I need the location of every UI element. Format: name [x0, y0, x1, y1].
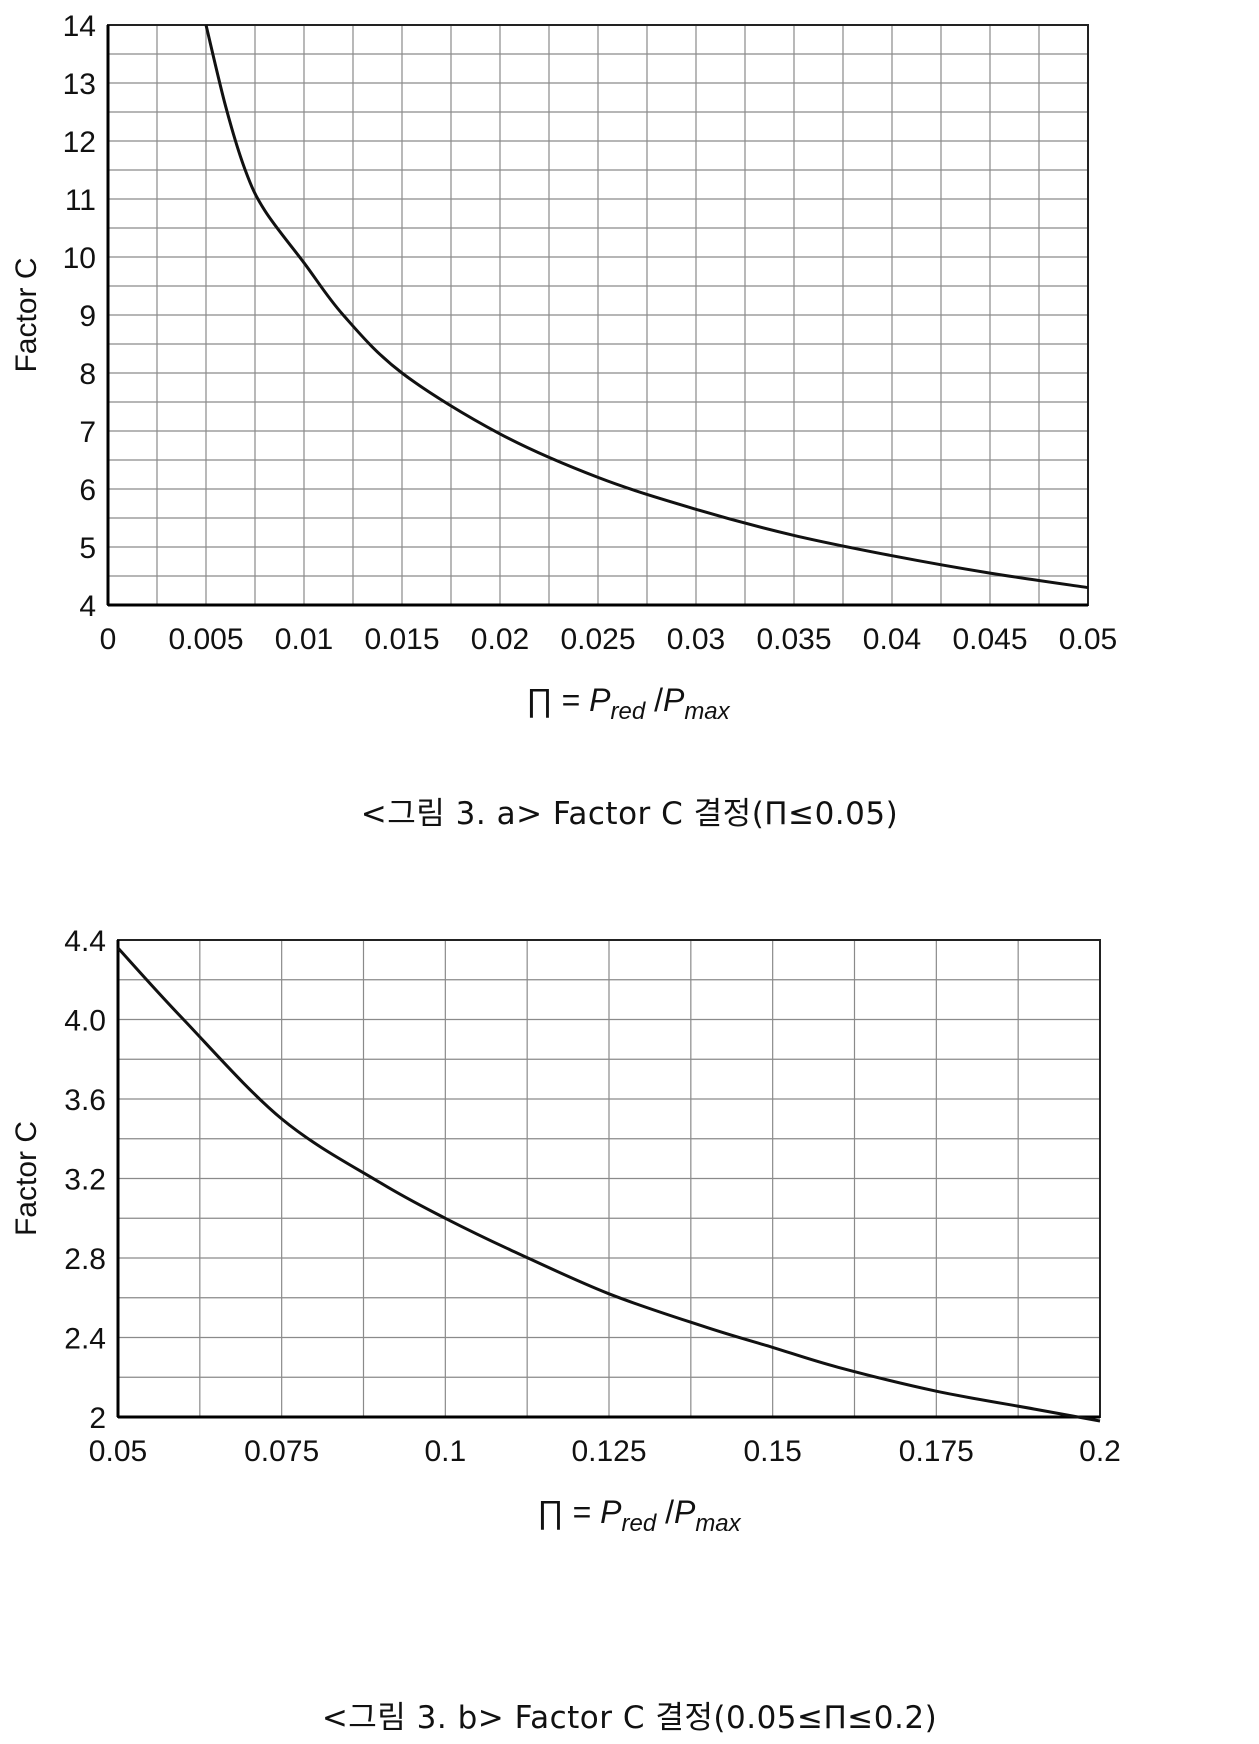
x-tick-label: 0.03: [667, 623, 725, 656]
chart-a-caption: <그림 3. a> Factor C 결정(Π≤0.05): [360, 796, 899, 832]
y-tick-label: 4.4: [64, 925, 106, 958]
grid: [117, 939, 1101, 1418]
x-tick-label: 0.02: [471, 623, 529, 656]
x-tick-label: 0.125: [571, 1435, 646, 1468]
y-tick-label: 7: [79, 416, 96, 449]
y-axis-label: Factor C: [10, 257, 43, 372]
series-line: [204, 24, 1089, 590]
x-tick-label: 0.01: [275, 623, 333, 656]
x-tick-label: 0.075: [244, 1435, 319, 1468]
series-line: [116, 946, 1101, 1423]
x-tick-label: 0.2: [1079, 1435, 1121, 1468]
x-tick-label: 0.05: [89, 1435, 147, 1468]
x-axis-label: ∏ = Pred /Pmax: [537, 1494, 741, 1537]
x-axis-label: ∏ = Pred /Pmax: [526, 682, 730, 725]
chart-b-plot: 2 2.4 2.8 3.2 3.6 4.0 4.4 0.05 0.075 0.1 0.125 0.15…: [10, 925, 1121, 1537]
grid: [107, 24, 1089, 606]
y-tick-label: 13: [63, 68, 96, 101]
y-tick-label: 2.8: [64, 1243, 106, 1276]
y-tick-label: 11: [65, 184, 96, 217]
chart-a-plot: 4 5 6 7 8 9 10 11 12 13 14 0 0.005 0.01 0.015 0.02 0.025…: [10, 10, 1117, 725]
chart-a: 4 5 6 7 8 9 10 11 12 13 14 0 0.005 0.01 0.015 0.02 0.025…: [0, 0, 1259, 860]
y-tick-label: 2: [89, 1402, 106, 1435]
chart-b-caption: <그림 3. b> Factor C 결정(0.05≤Π≤0.2): [321, 1700, 938, 1736]
x-tick-label: 0.175: [899, 1435, 974, 1468]
x-tick-label: 0.025: [560, 623, 635, 656]
y-tick-label: 4.0: [64, 1005, 106, 1038]
y-tick-label: 9: [79, 300, 96, 333]
y-tick-label: 12: [63, 126, 96, 159]
x-tick-label: 0.05: [1059, 623, 1117, 656]
y-axis-label: Factor C: [10, 1121, 43, 1236]
y-tick-label: 6: [79, 474, 96, 507]
x-tick-label: 0.015: [364, 623, 439, 656]
x-tick-label: 0: [100, 623, 117, 656]
y-tick-label: 2.4: [64, 1323, 106, 1356]
y-tick-label: 14: [63, 10, 96, 43]
x-tick-label: 0.035: [756, 623, 831, 656]
x-tick-label: 0.005: [168, 623, 243, 656]
y-tick-label: 4: [79, 590, 96, 623]
x-tick-label: 0.15: [743, 1435, 801, 1468]
y-tick-label: 3.2: [64, 1164, 106, 1197]
y-tick-label: 8: [79, 358, 96, 391]
y-tick-label: 3.6: [64, 1084, 106, 1117]
x-tick-label: 0.04: [863, 623, 921, 656]
chart-b: 2 2.4 2.8 3.2 3.6 4.0 4.4 0.05 0.075 0.1 0.125 0.15…: [0, 900, 1259, 1744]
x-tick-label: 0.045: [952, 623, 1027, 656]
x-tick-label: 0.1: [424, 1435, 466, 1468]
y-tick-label: 5: [79, 532, 96, 565]
y-tick-label: 10: [63, 242, 96, 275]
